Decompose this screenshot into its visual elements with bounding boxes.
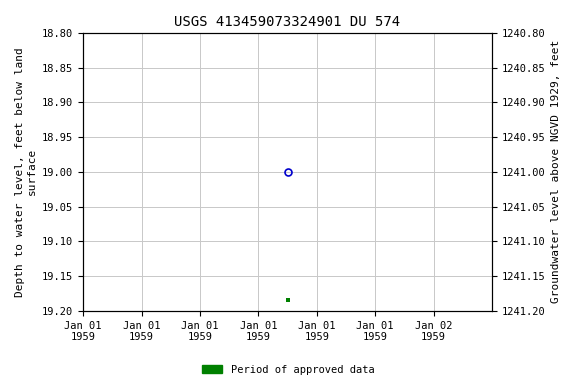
Legend: Period of approved data: Period of approved data — [198, 361, 378, 379]
Title: USGS 413459073324901 DU 574: USGS 413459073324901 DU 574 — [175, 15, 401, 29]
Y-axis label: Depth to water level, feet below land
surface: Depth to water level, feet below land su… — [15, 47, 37, 297]
Y-axis label: Groundwater level above NGVD 1929, feet: Groundwater level above NGVD 1929, feet — [551, 40, 561, 303]
